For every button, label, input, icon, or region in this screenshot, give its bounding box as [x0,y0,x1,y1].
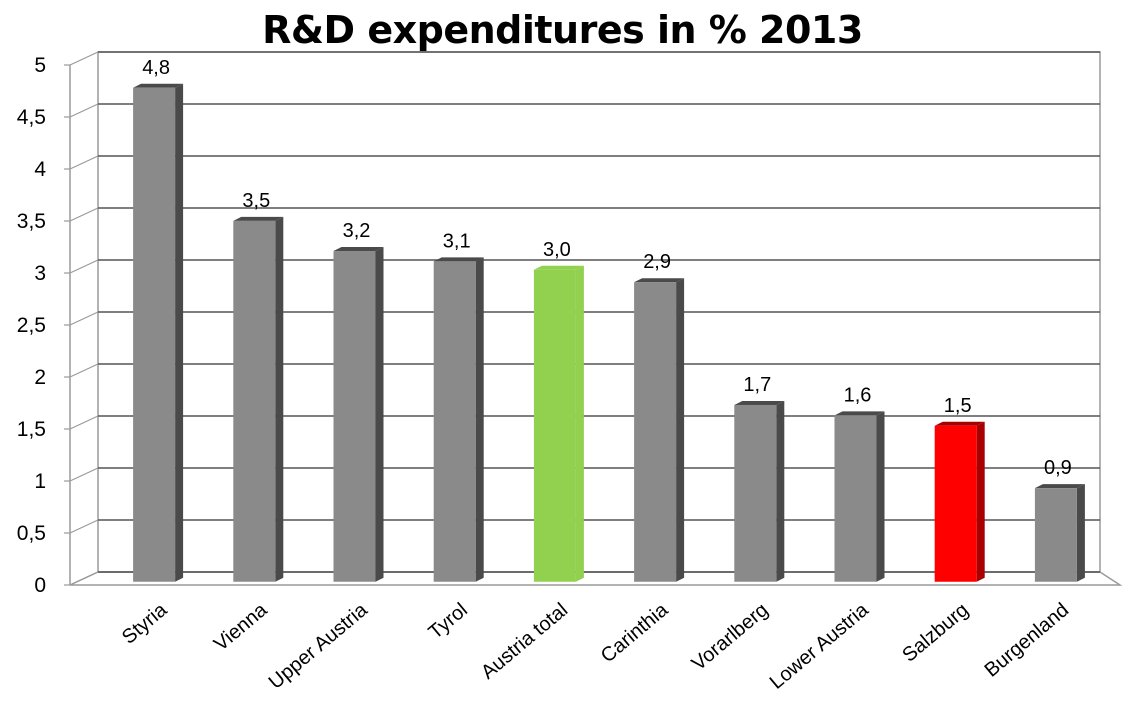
chart-title: R&D expenditures in % 2013 [262,8,863,52]
gridline-side [69,467,99,482]
bar-top [233,216,284,221]
data-label: 2,9 [643,251,671,273]
gridline-side [69,415,99,430]
data-label: 3,1 [443,230,471,252]
x-tick-label: Carinthia [597,598,673,667]
data-label: 1,6 [844,384,872,406]
x-tick-label: Vienna [210,598,272,655]
x-tick-label: Styria [118,598,172,648]
bar-layer [133,83,1085,582]
bar-top [734,400,785,405]
y-tick-label: 0,5 [17,522,46,545]
bar-top [133,83,184,88]
bar-top [834,411,885,416]
y-tick-label: 2,5 [17,314,46,337]
bar [734,400,785,582]
gridline-side [69,51,99,66]
y-tick-label: 1,5 [17,418,46,441]
bar-side [1076,484,1085,582]
y-tick-label: 4,5 [17,106,46,129]
bar-front [1034,488,1077,582]
y-tick-label: 3,5 [17,210,46,233]
gridline-side [69,207,99,222]
gridline-side [69,311,99,326]
bar [133,83,184,582]
y-tick-label: 1 [34,470,46,493]
axis-layer: 0 0,5 1 1,5 2 2,5 3 3,5 4 4,5 5 [17,54,71,597]
bar-front [133,87,176,582]
data-label: 3,5 [242,190,270,212]
bar [533,265,584,582]
x-tick-label: Austria total [477,599,572,684]
bar-front [233,220,276,582]
bar-top [333,247,384,252]
gridline-side [69,155,99,170]
x-tick-label: Burgenland [981,599,1074,682]
bar-side [275,216,284,582]
bar-front [433,261,476,582]
bar-top [634,278,685,283]
bar-side [575,265,584,582]
data-label: 4,8 [142,57,170,79]
gridline-side [69,103,99,118]
bar [834,411,885,582]
bar-side [375,247,384,582]
y-tick-label: 2 [34,366,46,389]
bar-top [934,421,985,426]
y-tick-label: 4 [34,158,46,181]
gridline-side [69,363,99,378]
bar-top [433,257,484,262]
x-tick-label: Lower Austria [766,598,874,693]
y-tick-label: 0 [34,574,46,597]
x-tick-label: Vorarlberg [688,599,773,675]
bar [634,278,685,582]
gridline-side [69,519,99,534]
data-label: 1,7 [743,374,771,396]
bar-front [533,269,576,582]
bar-front [734,404,777,582]
bar-side [676,278,685,582]
data-label: 1,5 [944,395,972,417]
bar [233,216,284,582]
bar-front [934,425,977,582]
bar [934,421,985,582]
bar-side [976,421,985,582]
bar-side [475,257,484,582]
bar-front [634,282,677,582]
data-label: 0,9 [1044,457,1072,479]
x-tick-label: Salzburg [898,599,973,667]
bar-front [333,251,376,582]
bar-front [834,415,877,582]
bar [1034,484,1085,582]
x-tick-label: Upper Austria [265,598,373,693]
bar-side [776,400,785,582]
y-tick-label: 3 [34,262,46,285]
gridline-side [69,259,99,274]
gridline-side [69,571,99,586]
bar-top [1034,484,1085,489]
x-tick-label: Tyrol [425,599,472,644]
bar-side [876,411,885,582]
bar-top [533,265,584,270]
data-label: 3,0 [543,239,571,261]
bar [433,257,484,582]
data-label: 3,2 [343,220,371,242]
bar-side [175,83,184,582]
bar [333,247,384,582]
y-tick-label: 5 [34,54,46,77]
